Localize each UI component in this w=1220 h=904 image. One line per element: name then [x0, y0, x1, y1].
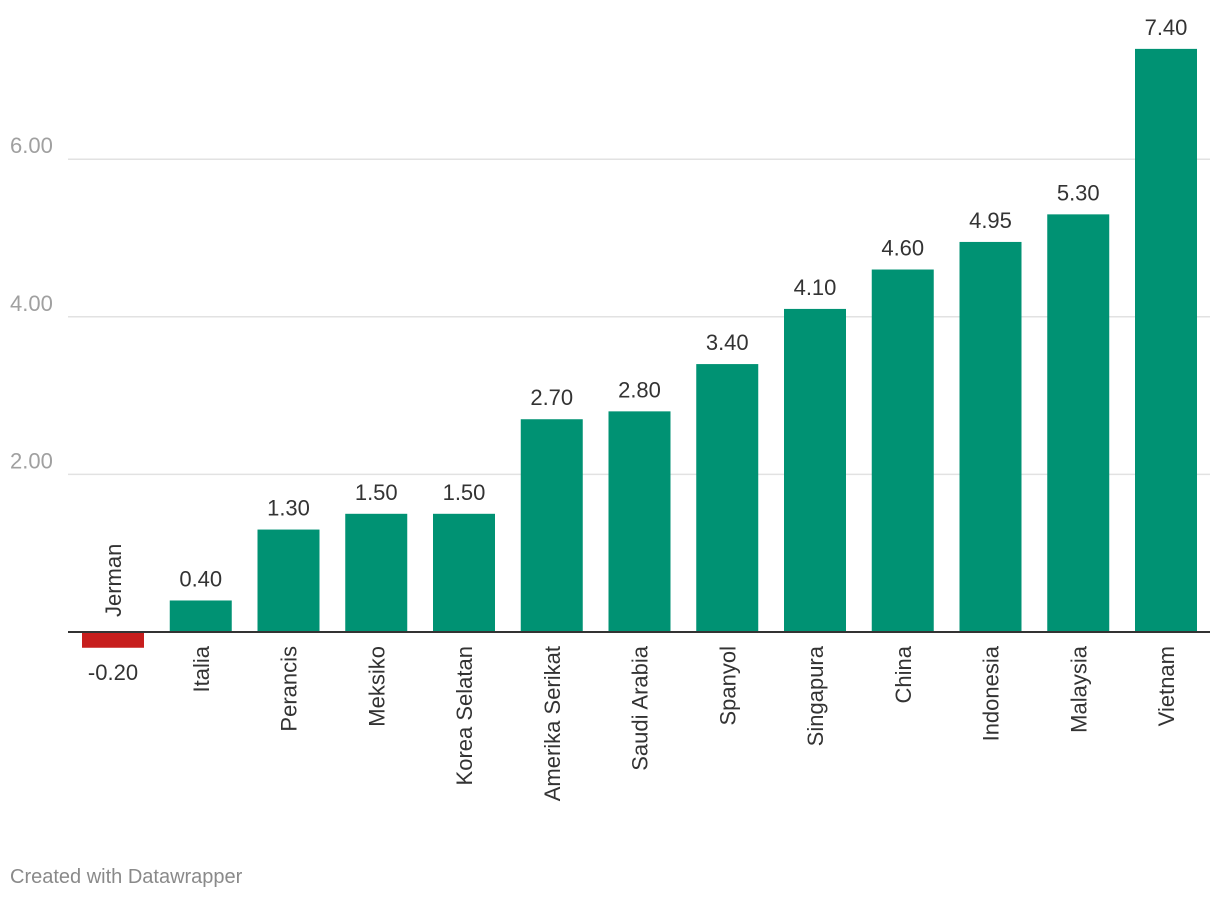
bar — [82, 632, 144, 648]
category-label: Vietnam — [1154, 646, 1179, 726]
value-label: -0.20 — [88, 660, 138, 685]
y-tick-label: 4.00 — [10, 291, 53, 316]
category-label: Saudi Arabia — [628, 645, 653, 771]
bar-chart: 2.00 4.00 6.00 -0.20 0.40 1.30 1.50 1.50 2.70 2.… — [10, 15, 1210, 802]
bar — [169, 600, 232, 632]
category-label: Indonesia — [979, 645, 1004, 741]
category-label: Korea Selatan — [452, 646, 477, 785]
y-axis-tick-labels: 2.00 4.00 6.00 — [10, 133, 53, 473]
category-label: Jerman — [101, 544, 126, 617]
y-tick-label: 2.00 — [10, 448, 53, 473]
footer-credit: Created with Datawrapper — [10, 866, 243, 888]
bar — [871, 269, 934, 632]
value-label: 0.40 — [179, 566, 222, 591]
value-label: 1.50 — [355, 480, 398, 505]
category-label: Meksiko — [364, 646, 389, 727]
category-label: Spanyol — [715, 646, 740, 726]
value-labels: -0.20 0.40 1.30 1.50 1.50 2.70 2.80 3.40 4.10 4.6… — [88, 15, 1187, 685]
bar — [1047, 214, 1110, 633]
bar — [257, 529, 320, 632]
value-label: 1.30 — [267, 496, 310, 521]
value-label: 2.70 — [530, 385, 573, 410]
bar — [1135, 48, 1197, 632]
bar — [520, 419, 583, 632]
category-label: Perancis — [277, 646, 302, 732]
value-label: 4.95 — [969, 208, 1012, 233]
value-label: 4.60 — [881, 236, 924, 261]
bar — [784, 308, 846, 632]
bar — [959, 241, 1022, 632]
category-label: Italia — [189, 645, 214, 692]
category-label: Amerika Serikat — [540, 646, 565, 801]
category-label: China — [891, 645, 916, 703]
value-label: 5.30 — [1057, 180, 1100, 205]
y-tick-label: 6.00 — [10, 133, 53, 158]
value-label: 7.40 — [1145, 15, 1188, 40]
bar — [608, 411, 671, 632]
value-label: 4.10 — [794, 275, 837, 300]
category-label: Malaysia — [1066, 645, 1091, 733]
value-label: 1.50 — [443, 480, 486, 505]
bar — [433, 513, 495, 632]
bar — [696, 364, 759, 632]
bars — [82, 48, 1197, 648]
category-label: Singapura — [803, 645, 828, 746]
bar — [345, 513, 408, 632]
value-label: 3.40 — [706, 330, 749, 355]
category-labels: Jerman Italia Perancis Meksiko Korea Selatan… — [101, 544, 1179, 802]
value-label: 2.80 — [618, 377, 661, 402]
